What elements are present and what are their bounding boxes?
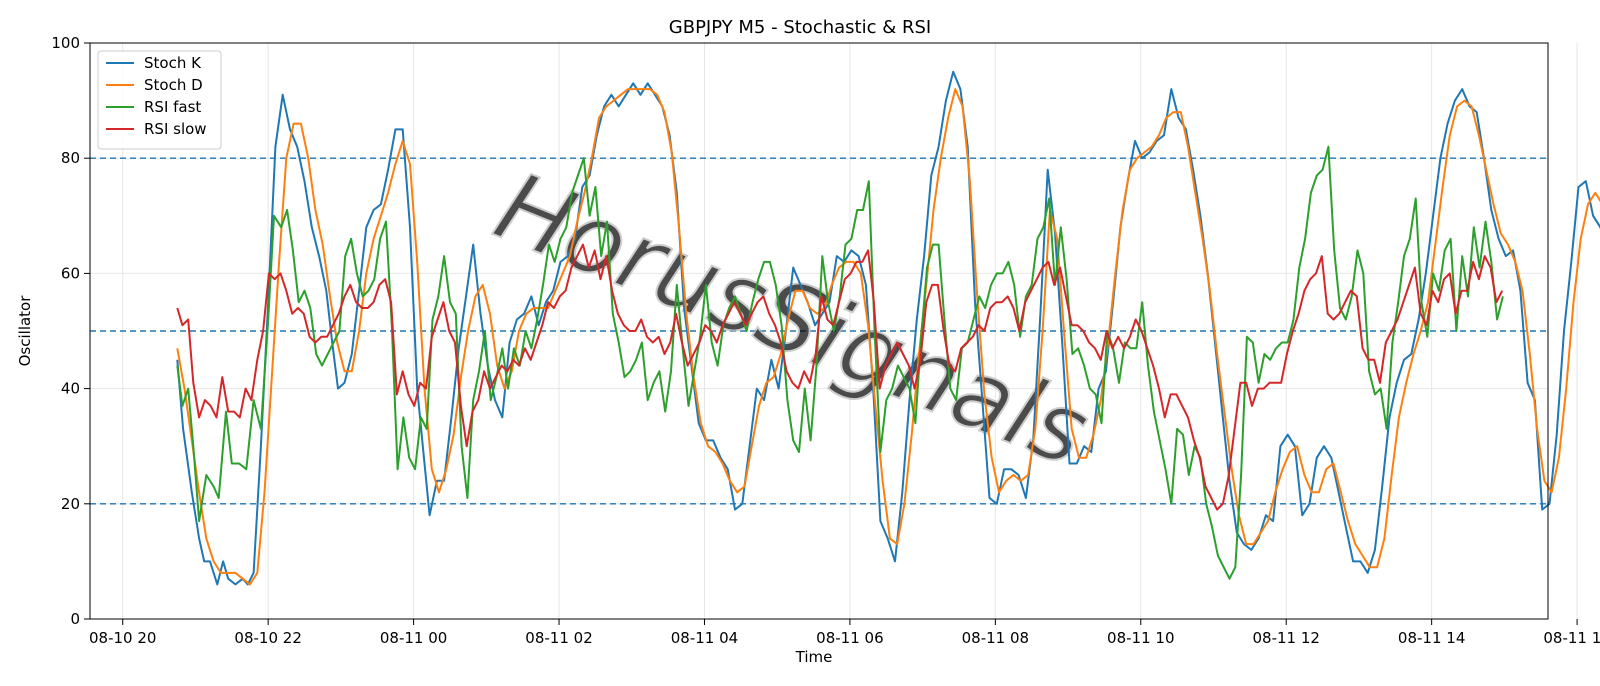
legend-label: RSI slow: [144, 120, 207, 138]
series-line-stoch-d: [176, 88, 1600, 586]
x-tick-label: 08-11 08: [962, 629, 1029, 647]
x-tick-label: 08-11 02: [525, 629, 592, 647]
x-tick-label: 08-11 14: [1398, 629, 1465, 647]
x-tick-label: 08-11 16: [1543, 629, 1600, 647]
x-axis: 08-10 20 08-10 22 08-11 00 08-11 02 08-11 04…: [89, 619, 1600, 647]
chart-title: GBPJPY M5 - Stochastic & RSI: [669, 17, 931, 38]
legend-label: Stoch D: [144, 76, 203, 94]
legend-label: RSI fast: [144, 98, 201, 116]
series-line-stoch-k: [176, 70, 1600, 586]
x-tick-label: 08-10 20: [89, 629, 156, 647]
y-tick-label: 0: [70, 610, 80, 628]
x-tick-label: 08-11 00: [380, 629, 447, 647]
y-axis: 0 20 40 60 80 100: [51, 34, 90, 628]
series-line-rsi-slow: [176, 243, 1504, 511]
y-tick-label: 60: [61, 264, 80, 282]
series-line-rsi-fast: [176, 145, 1504, 580]
x-tick-label: 08-11 04: [671, 629, 738, 647]
x-tick-label: 08-10 22: [234, 629, 301, 647]
x-tick-label: 08-11 06: [816, 629, 883, 647]
y-tick-label: 80: [61, 149, 80, 167]
y-axis-label: Oscillator: [16, 295, 34, 367]
x-tick-label: 08-11 10: [1107, 629, 1174, 647]
y-tick-label: 100: [51, 34, 80, 52]
legend: Stoch K Stoch D RSI fast RSI slow: [97, 50, 222, 150]
y-tick-label: 40: [61, 380, 80, 398]
reference-lines: [90, 157, 1548, 505]
y-tick-label: 20: [61, 495, 80, 513]
series: [176, 70, 1600, 586]
x-tick-label: 08-11 12: [1252, 629, 1319, 647]
legend-label: Stoch K: [144, 54, 202, 72]
plot-area-frame: [89, 42, 1549, 620]
x-axis-label: Time: [795, 648, 833, 666]
legend-box: [97, 50, 222, 150]
